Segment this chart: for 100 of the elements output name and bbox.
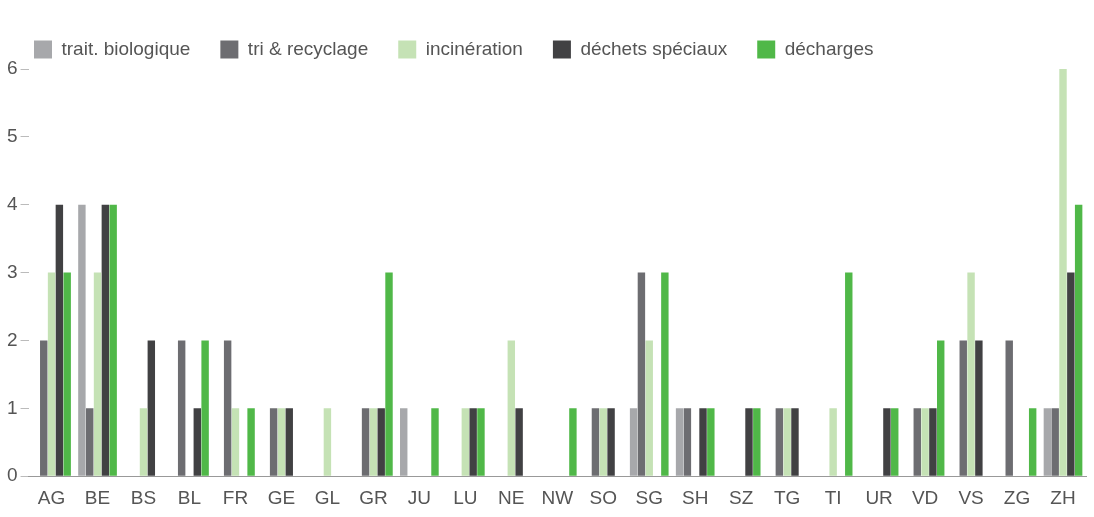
- x-tick-label: TG: [773, 486, 801, 508]
- bar: [323, 408, 332, 476]
- x-tick-label: SO: [589, 486, 617, 508]
- y-tick-label: 0: [6, 464, 18, 486]
- bar: [369, 408, 378, 476]
- legend-label: tri & recyclage: [247, 37, 369, 59]
- x-tick-label: AG: [37, 486, 66, 508]
- bar: [967, 272, 975, 476]
- bar: [400, 408, 408, 476]
- bar: [507, 340, 516, 476]
- bar: [1043, 408, 1052, 476]
- bar: [47, 272, 56, 476]
- x-tick-label: VD: [911, 486, 939, 508]
- bar: [753, 408, 761, 476]
- x-tick-label: SH: [682, 486, 709, 508]
- bar: [469, 408, 477, 476]
- bar: [269, 408, 278, 476]
- bar: [193, 408, 202, 476]
- bar: [775, 408, 784, 476]
- bar: [891, 408, 899, 476]
- bar: [829, 408, 837, 476]
- bar: [461, 408, 470, 476]
- bar: [845, 272, 853, 476]
- bar: [201, 340, 209, 476]
- bar: [699, 408, 707, 476]
- y-tick-label: 6: [6, 57, 18, 79]
- bar: [63, 272, 71, 476]
- y-tick-label: 3: [6, 260, 18, 282]
- bar: [569, 408, 577, 476]
- bar: [477, 408, 485, 476]
- y-tick-label: 1: [6, 396, 18, 418]
- bar: [385, 272, 393, 476]
- x-tick-label: NW: [541, 486, 574, 508]
- bar: [78, 204, 86, 476]
- bar: [975, 340, 983, 476]
- x-tick-label: BS: [130, 486, 157, 508]
- x-tick-label: BL: [177, 486, 202, 508]
- bar: [1067, 272, 1075, 476]
- bar: [745, 408, 753, 476]
- bar: [661, 272, 669, 476]
- bar: [675, 408, 684, 476]
- bar: [883, 408, 891, 476]
- legend-label: trait. biologique: [61, 37, 191, 59]
- y-tick-label: 5: [6, 125, 18, 147]
- bar: [40, 340, 48, 476]
- y-tick-label: 2: [6, 328, 18, 350]
- x-tick-label: VS: [958, 486, 984, 508]
- bar: [707, 408, 715, 476]
- bar: [629, 408, 638, 476]
- x-tick-label: GR: [359, 486, 388, 508]
- bar: [515, 408, 523, 476]
- legend-label: déchets spéciaux: [580, 37, 728, 59]
- bar: [109, 204, 117, 476]
- bar: [913, 408, 921, 476]
- bar: [377, 408, 385, 476]
- legend-label: incinération: [425, 37, 523, 59]
- bar: [285, 408, 293, 476]
- bar: [645, 340, 653, 476]
- bar: [599, 408, 607, 476]
- bar: [1005, 340, 1013, 476]
- y-tick-label: 4: [6, 192, 18, 214]
- bar: [247, 408, 255, 476]
- bar: [921, 408, 929, 476]
- x-tick-label: JU: [407, 486, 431, 508]
- bar: [607, 408, 615, 476]
- x-tick-label: GE: [267, 486, 296, 508]
- bar: [177, 340, 186, 476]
- bar: [1028, 408, 1037, 476]
- bar: [101, 204, 110, 476]
- x-tick-label: GL: [314, 486, 341, 508]
- legend-label: décharges: [784, 37, 874, 59]
- bar: [361, 408, 370, 476]
- x-tick-label: SZ: [729, 486, 754, 508]
- x-tick-label: NE: [498, 486, 525, 508]
- bar: [929, 408, 937, 476]
- bar: [591, 408, 600, 476]
- bar: [147, 340, 156, 476]
- x-tick-label: BE: [84, 486, 111, 508]
- x-tick-label: UR: [865, 486, 893, 508]
- bar: [93, 272, 102, 476]
- x-tick-label: ZH: [1050, 486, 1076, 508]
- bar: [637, 272, 646, 476]
- bar: [937, 340, 945, 476]
- x-tick-label: FR: [222, 486, 249, 508]
- x-tick-label: TI: [824, 486, 842, 508]
- bar: [959, 340, 967, 476]
- bar: [1059, 69, 1067, 476]
- bar: [86, 408, 94, 476]
- bar: [431, 408, 439, 476]
- bar: [223, 340, 232, 476]
- bar: [139, 408, 148, 476]
- bar: [231, 408, 240, 476]
- bar: [1051, 408, 1059, 476]
- x-tick-label: ZG: [1003, 486, 1031, 508]
- x-tick-label: LU: [453, 486, 478, 508]
- bar: [683, 408, 692, 476]
- bar: [783, 408, 791, 476]
- x-tick-label: SG: [635, 486, 663, 508]
- bar: [277, 408, 286, 476]
- bar: [1074, 204, 1083, 476]
